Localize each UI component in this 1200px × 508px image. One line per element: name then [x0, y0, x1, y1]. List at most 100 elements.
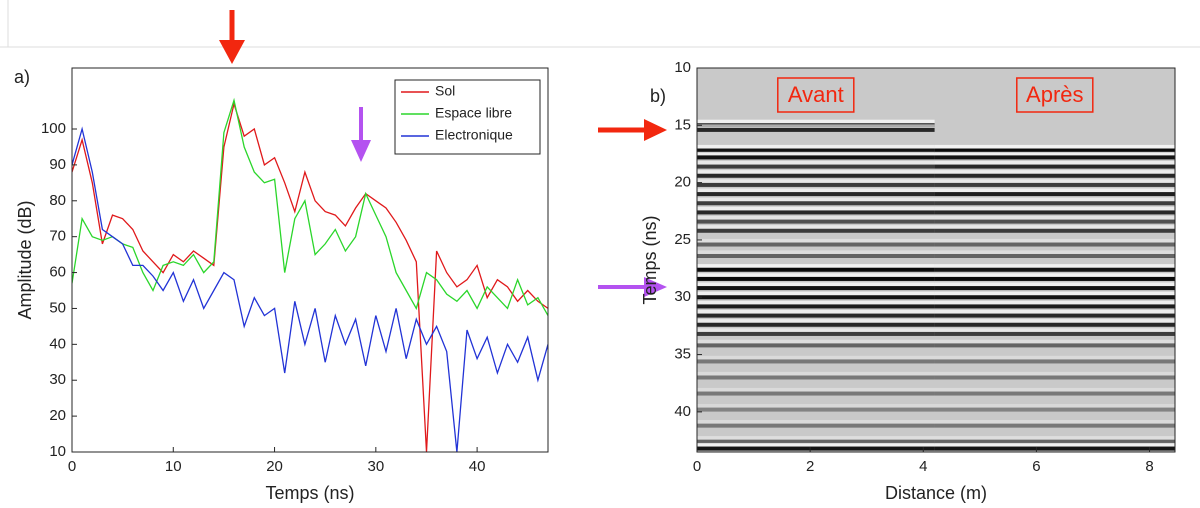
- reflector-white: [934, 264, 1175, 268]
- reflector: [697, 295, 935, 300]
- reflector: [934, 322, 1175, 327]
- reflector: [697, 331, 935, 336]
- reflector: [934, 267, 1175, 272]
- legend-label: Electronique: [435, 127, 513, 143]
- reflector-white: [934, 328, 1175, 332]
- reflector: [934, 343, 1175, 348]
- y-tick-label: 40: [49, 335, 66, 352]
- reflector: [697, 423, 935, 428]
- reflector-white: [934, 442, 1175, 447]
- reflector-white: [934, 188, 1175, 193]
- reflector: [697, 276, 935, 281]
- y-axis-label: Amplitude (dB): [15, 200, 35, 319]
- x-tick-label: 20: [266, 458, 283, 475]
- reflector-white: [934, 436, 1175, 440]
- reflector-white: [697, 144, 935, 149]
- y-tick-label: 20: [674, 174, 691, 191]
- section-label-box: [1016, 77, 1094, 113]
- y-tick-label: 60: [49, 264, 66, 281]
- reflector: [697, 173, 935, 178]
- x-tick-label: 4: [919, 458, 927, 475]
- reflector: [697, 313, 935, 318]
- y-tick-label: 30: [674, 288, 691, 305]
- reflector-white: [934, 309, 1175, 314]
- reflector-white: [934, 144, 1175, 149]
- y-tick-label: 70: [49, 228, 66, 245]
- panel-label: b): [650, 86, 666, 106]
- reflector-white: [934, 319, 1175, 323]
- reflector-white: [934, 225, 1175, 229]
- reflector: [697, 228, 935, 233]
- y-tick-label: 25: [674, 231, 691, 248]
- reflector-white: [934, 291, 1175, 296]
- reflector-white: [934, 282, 1175, 287]
- reflector: [934, 253, 1175, 258]
- x-tick-label: 6: [1032, 458, 1040, 475]
- section-label: Avant: [788, 82, 844, 107]
- reflector-white: [697, 273, 935, 277]
- reflector-white: [934, 403, 1175, 408]
- y-tick-label: 10: [49, 443, 66, 460]
- reflector: [697, 304, 935, 309]
- reflector-white: [934, 215, 1175, 220]
- reflector-white: [697, 371, 935, 376]
- reflector-white: [934, 160, 1175, 165]
- reflector-white: [697, 387, 935, 392]
- reflector-white: [697, 442, 935, 447]
- reflector: [934, 148, 1175, 153]
- series-line: [72, 126, 548, 453]
- reflector: [934, 155, 1175, 160]
- reflector: [697, 219, 935, 224]
- reflector: [934, 359, 1175, 364]
- x-tick-label: 2: [806, 458, 814, 475]
- reflector-white: [697, 151, 935, 156]
- panel-label: a): [14, 67, 30, 87]
- reflector-white: [934, 371, 1175, 376]
- reflector-white: [934, 300, 1175, 305]
- y-tick-label: 90: [49, 156, 66, 173]
- x-tick-label: 30: [367, 458, 384, 475]
- reflector-white: [697, 319, 935, 323]
- reflector: [697, 267, 935, 272]
- reflector: [934, 304, 1175, 309]
- reflector: [934, 391, 1175, 396]
- reflector-white: [934, 206, 1175, 211]
- reflector-white: [697, 188, 935, 193]
- y-axis-label: Temps (ns): [640, 215, 660, 304]
- reflector-white: [697, 124, 935, 128]
- reflector-white: [934, 339, 1175, 344]
- reflector-white: [697, 170, 935, 174]
- reflector: [934, 210, 1175, 215]
- reflector-white: [934, 170, 1175, 174]
- reflector-white: [934, 273, 1175, 277]
- reflector-white: [697, 179, 935, 183]
- reflector: [934, 182, 1175, 187]
- legend-label: Sol: [435, 83, 455, 99]
- y-tick-label: 30: [49, 371, 66, 388]
- reflector-white: [697, 291, 935, 296]
- reflector-white: [934, 197, 1175, 202]
- reflector: [934, 286, 1175, 291]
- plot-frame: [696, 67, 1176, 453]
- reflector: [934, 375, 1175, 380]
- reflector: [697, 253, 935, 258]
- x-axis-label: Temps (ns): [265, 483, 354, 503]
- y-tick-label: 20: [49, 407, 66, 424]
- reflector: [697, 148, 935, 153]
- reflector-white: [697, 309, 935, 314]
- reflector: [697, 155, 935, 160]
- reflector: [934, 219, 1175, 224]
- y-tick-label: 40: [674, 403, 691, 420]
- reflector: [934, 446, 1175, 451]
- reflector: [934, 313, 1175, 318]
- reflector: [934, 423, 1175, 428]
- x-tick-label: 8: [1145, 458, 1153, 475]
- reflector-white: [697, 215, 935, 220]
- x-tick-label: 40: [469, 458, 486, 475]
- reflector-white: [934, 250, 1175, 254]
- reflector-white: [934, 355, 1175, 360]
- reflector: [697, 375, 935, 380]
- reflector-white: [697, 355, 935, 360]
- reflector-white: [697, 300, 935, 305]
